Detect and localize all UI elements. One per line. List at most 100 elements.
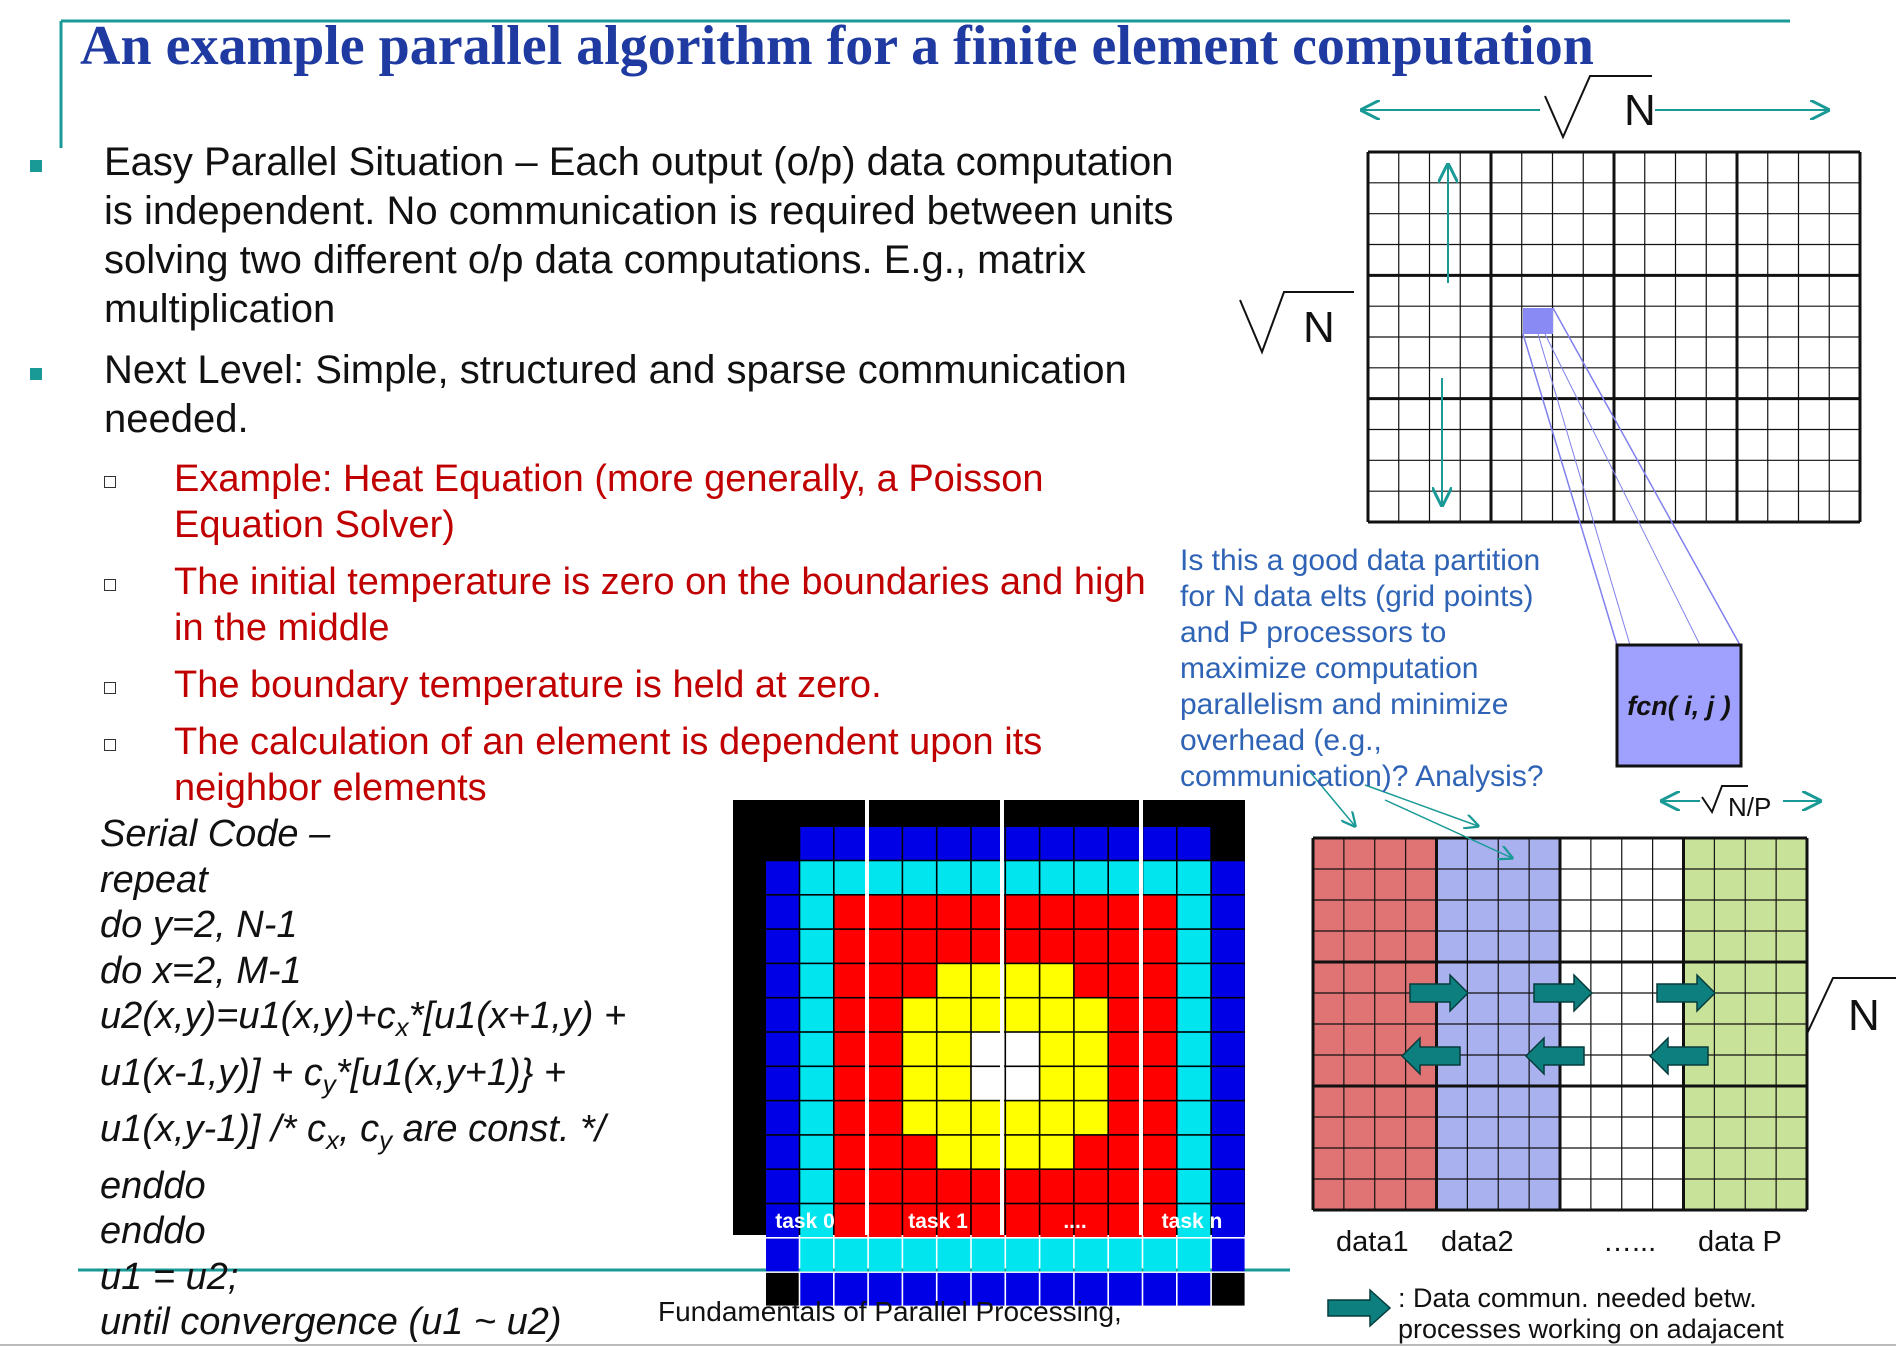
heat-cell	[834, 1032, 868, 1066]
heat-cell	[1074, 1101, 1108, 1135]
communication-arrow-icon	[1533, 973, 1594, 1013]
projection-line	[1552, 307, 1741, 646]
heat-cell	[1143, 1032, 1176, 1066]
heat-cell	[937, 929, 971, 963]
heat-cell	[971, 827, 1005, 860]
heat-cell	[834, 1272, 868, 1306]
heat-cell	[1143, 1272, 1176, 1306]
code-line: u2(x,y)=u1(x,y)+cx*[u1(x+1,y) +	[100, 994, 626, 1051]
pointer-arrow	[1384, 799, 1512, 858]
heat-cell	[1177, 964, 1211, 997]
heat-cell	[1074, 1170, 1108, 1203]
heat-cell	[1074, 1135, 1108, 1169]
heat-cell	[903, 964, 936, 997]
heat-cell	[971, 1272, 1005, 1306]
heat-cell	[971, 1032, 1005, 1066]
heat-cell	[800, 998, 833, 1032]
heat-cell	[937, 1135, 971, 1169]
sub-bullet-box-icon	[104, 476, 116, 488]
slide-title: An example parallel algorithm for a fini…	[80, 15, 1594, 77]
heat-cell	[1177, 1238, 1211, 1272]
heat-cell	[834, 1135, 868, 1169]
heat-cell	[1074, 998, 1108, 1032]
heat-cell	[903, 1204, 936, 1237]
heat-cell	[1211, 827, 1245, 860]
heat-cell	[868, 964, 902, 997]
heat-cell	[1040, 1238, 1074, 1272]
heat-cell	[1074, 895, 1108, 929]
heat-cell	[1074, 1204, 1108, 1237]
heat-cell	[937, 895, 971, 929]
heat-cell	[766, 998, 799, 1032]
heat-cell	[1040, 895, 1074, 929]
heat-cell	[1006, 1238, 1039, 1272]
heat-cell	[1211, 1135, 1245, 1169]
heat-cell	[1143, 964, 1176, 997]
heat-cell	[1006, 998, 1039, 1032]
heat-cell	[1006, 1101, 1039, 1135]
n-label-left: N	[1303, 303, 1335, 352]
heat-cell	[800, 1272, 833, 1306]
heat-cell	[1143, 998, 1176, 1032]
bullet-item: Easy Parallel Situation – Each output (o…	[30, 138, 1180, 334]
heat-cell	[1109, 1170, 1142, 1203]
heat-cell	[800, 1238, 833, 1272]
bullet-list: Easy Parallel Situation – Each output (o…	[30, 138, 1180, 822]
heat-cell	[937, 827, 971, 860]
fcn-label: fcn( i, j )	[1627, 691, 1731, 721]
heat-cell	[1006, 1204, 1039, 1237]
task-label: ....	[1063, 1210, 1086, 1233]
heat-cell	[1177, 1204, 1211, 1237]
code-line: u1 = u2;	[100, 1255, 239, 1298]
heat-cell	[903, 1135, 936, 1169]
heat-cell	[937, 1272, 971, 1306]
code-line: do x=2, M-1	[100, 949, 302, 992]
heat-cell	[834, 895, 868, 929]
heat-cell	[937, 861, 971, 894]
fcn-box	[1615, 643, 1743, 768]
bullet-square-icon	[30, 160, 42, 172]
heat-cell	[1143, 827, 1176, 860]
heat-cell	[1006, 929, 1039, 963]
heat-cell	[868, 1204, 902, 1237]
heat-cell	[800, 1135, 833, 1169]
heat-cell	[766, 1101, 799, 1135]
heat-cell	[903, 895, 936, 929]
heat-cell	[971, 895, 1005, 929]
n-label-right: N	[1848, 991, 1880, 1040]
heat-cell	[834, 929, 868, 963]
np-label: N/P	[1728, 792, 1771, 822]
heat-cell	[868, 1135, 902, 1169]
heat-cell	[1143, 1135, 1176, 1169]
code-fragment: u2(x,y)=u1(x,y)+c	[100, 995, 396, 1037]
heat-cell	[1177, 1170, 1211, 1203]
sub-bullet-text: Example: Heat Equation (more generally, …	[174, 458, 1044, 546]
bullet-text: Next Level: Simple, structured and spars…	[104, 348, 1127, 441]
sqrt-symbol-left	[1239, 291, 1354, 355]
heat-cell	[1040, 1272, 1074, 1306]
heat-cell	[1177, 1135, 1211, 1169]
sub-bullet-text: The calculation of an element is depende…	[174, 721, 1043, 809]
code-line: until convergence (u1 ~ u2)	[100, 1301, 562, 1343]
heat-cell	[1109, 1101, 1142, 1135]
footer-citation: Fundamentals of Parallel Processing,	[658, 1296, 1122, 1327]
heat-cell	[800, 1101, 833, 1135]
heat-cell	[766, 1238, 799, 1272]
heat-cell	[1211, 1101, 1245, 1135]
code-fragment: are const. */	[392, 1108, 606, 1150]
heat-cell	[1211, 861, 1245, 894]
heat-cell	[766, 1204, 799, 1237]
code-line: u1(x-1,y)] + cy*[u1(x,y+1)} +	[100, 1051, 626, 1108]
communication-arrow-icon	[1648, 1036, 1709, 1076]
heat-cell	[1109, 1067, 1142, 1100]
legend-line: processes working on adajacent	[1398, 1314, 1784, 1344]
heat-cell	[1109, 929, 1142, 963]
heat-cell	[903, 998, 936, 1032]
heat-cell	[868, 1238, 902, 1272]
heat-cell	[1143, 895, 1176, 929]
heat-cell	[1143, 1170, 1176, 1203]
heat-cell	[1109, 1238, 1142, 1272]
legend-arrow-icon	[1327, 1288, 1392, 1328]
heat-cell	[937, 1170, 971, 1203]
heat-cell	[937, 1204, 971, 1237]
